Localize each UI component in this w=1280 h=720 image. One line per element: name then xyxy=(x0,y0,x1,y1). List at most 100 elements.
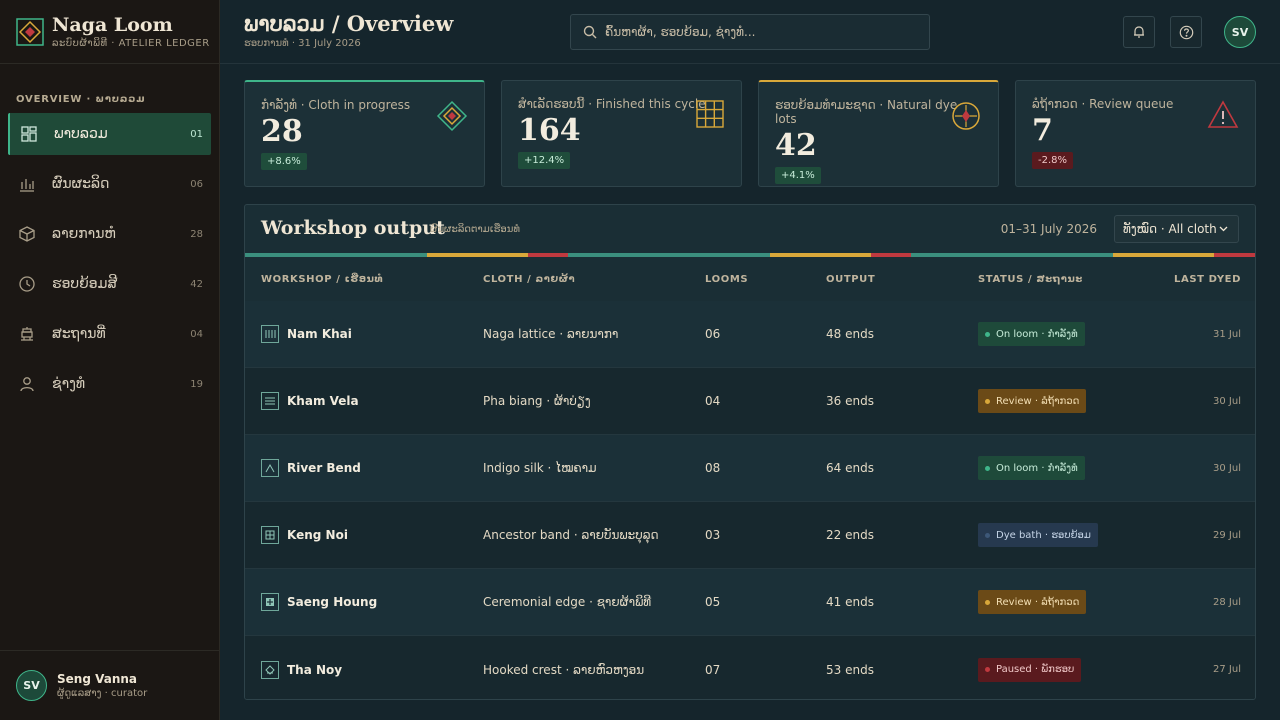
stat-card-cloth-in-progress[interactable]: ກໍາລັງທໍ · Cloth in progress 28 +8.6% xyxy=(244,80,485,187)
sidebar-item-label: ຊ່າງທໍ xyxy=(52,376,86,392)
status-badge: Review · ລໍຖ້າກວດ xyxy=(978,590,1087,614)
workshop-name: Saeng Houng xyxy=(287,595,378,609)
sidebar-item-count: 01 xyxy=(190,128,203,140)
stat-delta-badge: -2.8% xyxy=(1032,152,1074,169)
brand[interactable]: Naga Loom ລະບົບຜ້າພິທີ · ATELIER LEDGER xyxy=(0,0,219,64)
notifications-button[interactable] xyxy=(1123,16,1155,48)
sidebar-item-label: ພາບລວມ xyxy=(54,126,108,142)
looms-count: 08 xyxy=(705,461,721,475)
stat-label: ກໍາລັງທໍ · Cloth in progress xyxy=(261,98,411,112)
stat-label: ລໍຖ້າກວດ · Review queue xyxy=(1032,97,1174,111)
cloth-filter-select[interactable]: ທັງໝົດ · All cloth xyxy=(1114,215,1239,243)
looms-count: 04 xyxy=(705,394,721,408)
temple-icon xyxy=(18,325,36,343)
workshop-name: Nam Khai xyxy=(287,327,352,341)
cloth-name: Indigo silk · ໄໝຄາມ xyxy=(483,461,597,475)
last-dyed-date: 30 Jul xyxy=(1213,395,1241,407)
sidebar-item-locations[interactable]: ສະຖານທີ່ 04 xyxy=(8,313,211,355)
brand-subtitle: ລະບົບຜ້າພິທີ · ATELIER LEDGER xyxy=(52,37,210,49)
column-header-cloth[interactable]: CLOTH / ລາຍຜ້າ xyxy=(483,274,576,285)
stat-label: ຮອບຍ້ອມທໍາມະຊາດ · Natural dye lots xyxy=(775,98,958,126)
user-name: Seng Vanna xyxy=(57,672,138,686)
table-row[interactable]: Saeng Houng Ceremonial edge · ຊາຍຜ້າພິທີ… xyxy=(245,569,1255,636)
cross-grid-icon xyxy=(261,526,279,544)
cloth-filter-value: ທັງໝົດ · All cloth xyxy=(1123,222,1217,236)
sidebar-item-overview[interactable]: ພາບລວມ 01 xyxy=(8,113,211,155)
output-value: 53 ends xyxy=(826,662,874,677)
table-row[interactable]: Tha Noy Hooked crest · ລາຍຫົວຫງອນ 07 53 … xyxy=(245,636,1255,699)
stat-delta-badge: +8.6% xyxy=(261,153,307,170)
sidebar-item-dye-cycles[interactable]: ຮອບຍ້ອມສີ 42 xyxy=(8,263,211,305)
sidebar-item-label: ລາຍການຫໍ xyxy=(52,226,116,242)
last-dyed-date: 31 Jul xyxy=(1213,328,1241,340)
sidebar: Naga Loom ລະບົບຜ້າພິທີ · ATELIER LEDGER … xyxy=(0,0,220,720)
chevron-down-icon xyxy=(1219,226,1228,232)
user-profile[interactable]: SV Seng Vanna ຜູ້ດູແລສາງ · curator xyxy=(0,650,220,720)
status-label: Review · ລໍຖ້າກວດ xyxy=(996,395,1080,407)
stat-card-natural-dye-lots[interactable]: ຮອບຍ້ອມທໍາມະຊາດ · Natural dye lots 42 +4… xyxy=(758,80,999,187)
panel-header: Workshop output ຜົນຜະລິດຕາມເຮືອນທໍ 01–31… xyxy=(245,205,1255,253)
looms-count: 05 xyxy=(705,595,721,609)
cloth-name: Naga lattice · ລາຍນາກາ xyxy=(483,327,619,341)
status-badge: Review · ລໍຖ້າກວດ xyxy=(978,389,1087,413)
top-header: ພາບລວມ / Overview ຮອບການທໍ · 31 July 202… xyxy=(220,0,1280,64)
avatar: SV xyxy=(16,670,47,701)
box-icon xyxy=(18,225,36,243)
search-box[interactable] xyxy=(570,14,930,50)
table-row[interactable]: Nam Khai Naga lattice · ລາຍນາກາ 06 48 en… xyxy=(245,301,1255,368)
date-range[interactable]: 01–31 July 2026 xyxy=(1000,222,1097,236)
looms-count: 03 xyxy=(705,528,721,542)
bell-icon xyxy=(1134,26,1144,38)
help-icon xyxy=(1179,25,1193,39)
workshop-cell: Keng Noi xyxy=(261,526,348,544)
stat-value: 164 xyxy=(518,113,581,148)
output-value: 22 ends xyxy=(826,528,874,542)
cloth-name: Ceremonial edge · ຊາຍຜ້າພິທີ xyxy=(483,595,652,609)
status-badge: Dye bath · ຮອບຍ້ອມ xyxy=(978,523,1098,547)
sidebar-item-label: ສະຖານທີ່ xyxy=(52,326,106,342)
cloth-name: Ancestor band · ລາຍບັນພະບຸລຸດ xyxy=(483,528,659,542)
column-header-last-dyed[interactable]: LAST DYED xyxy=(1174,274,1241,285)
panel-subtitle: ຜົນຜະລິດຕາມເຮືອນທໍ xyxy=(430,224,520,235)
workshop-name: Tha Noy xyxy=(287,662,343,677)
table-row[interactable]: River Bend Indigo silk · ໄໝຄາມ 08 64 end… xyxy=(245,435,1255,502)
column-header-status[interactable]: STATUS / ສະຖານະ xyxy=(978,274,1083,285)
status-label: Review · ລໍຖ້າກວດ xyxy=(996,596,1080,608)
search-input[interactable] xyxy=(605,25,905,39)
sidebar-item-count: 28 xyxy=(190,228,203,240)
sidebar-item-output[interactable]: ຜົນຜະລິດ 06 xyxy=(8,163,211,205)
sidebar-item-count: 19 xyxy=(190,378,203,390)
stat-label: ສໍາເລັດຮອບນີ້ · Finished this cycle xyxy=(518,97,706,111)
hook-icon xyxy=(261,660,279,679)
plus-box-icon xyxy=(261,593,279,611)
lines-icon xyxy=(261,392,279,410)
header-avatar[interactable]: SV xyxy=(1224,16,1256,48)
output-value: 64 ends xyxy=(826,461,874,475)
stat-card-review-queue[interactable]: ລໍຖ້າກວດ · Review queue 7 -2.8% xyxy=(1015,80,1256,187)
column-header-workshop[interactable]: WORKSHOP / ເຮືອນທໍ xyxy=(261,274,384,285)
grid-icon xyxy=(696,100,724,128)
workshop-name: Keng Noi xyxy=(287,528,348,542)
column-header-looms[interactable]: LOOMS xyxy=(705,274,749,285)
status-label: On loom · ກໍາລັງທໍ xyxy=(996,328,1078,340)
sidebar-item-inventory[interactable]: ລາຍການຫໍ 28 xyxy=(8,213,211,255)
status-badge: On loom · ກໍາລັງທໍ xyxy=(978,322,1085,346)
last-dyed-date: 27 Jul xyxy=(1213,664,1241,675)
output-value: 48 ends xyxy=(826,327,874,341)
table-row[interactable]: Keng Noi Ancestor band · ລາຍບັນພະບຸລຸດ 0… xyxy=(245,502,1255,569)
workshop-name: River Bend xyxy=(287,461,361,475)
workshop-name: Kham Vela xyxy=(287,394,359,408)
sidebar-item-weavers[interactable]: ຊ່າງທໍ 19 xyxy=(8,363,211,405)
table-row[interactable]: Kham Vela Pha biang · ຜ້າບ່ຽງ 04 36 ends… xyxy=(245,368,1255,435)
cloth-name: Hooked crest · ລາຍຫົວຫງອນ xyxy=(483,662,645,677)
help-button[interactable] xyxy=(1170,16,1202,48)
dashboard-icon xyxy=(20,125,38,143)
woven-stripe-divider xyxy=(245,253,1255,257)
brand-name: Naga Loom xyxy=(52,13,173,36)
page-title: ພາບລວມ / Overview xyxy=(244,11,454,36)
column-header-output[interactable]: OUTPUT xyxy=(826,274,876,285)
stat-value: 28 xyxy=(261,114,303,149)
output-value: 36 ends xyxy=(826,394,874,408)
stat-card-finished-cycle[interactable]: ສໍາເລັດຮອບນີ້ · Finished this cycle 164 … xyxy=(501,80,742,187)
nav-section-title: OVERVIEW · ພາບລວມ xyxy=(16,94,146,105)
